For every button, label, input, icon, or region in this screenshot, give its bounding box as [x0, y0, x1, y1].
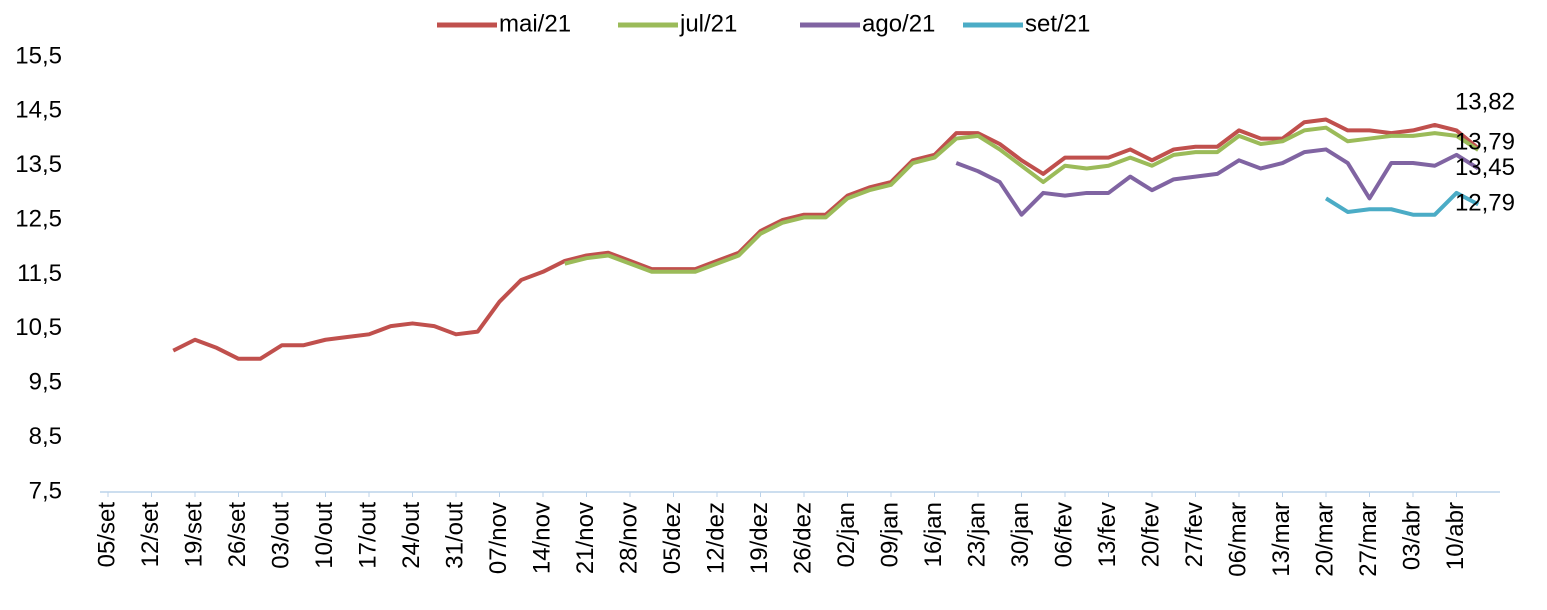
y-tick-label: 13,5 — [15, 151, 62, 178]
x-tick-label: 05/set — [93, 502, 120, 568]
x-tick-label: 27/fev — [1181, 502, 1208, 567]
series-line — [564, 125, 1480, 274]
legend-label: jul/21 — [679, 10, 737, 37]
series-line — [1324, 190, 1480, 217]
x-tick-label: 12/dez — [702, 502, 729, 574]
y-tick-label: 14,5 — [15, 97, 62, 124]
x-tick-label: 05/dez — [659, 502, 686, 574]
y-tick-label: 12,5 — [15, 205, 62, 232]
x-tick-label: 19/dez — [746, 502, 773, 574]
x-tick-label: 12/set — [137, 502, 164, 568]
x-tick-label: 30/jan — [1007, 502, 1034, 567]
y-tick-label: 11,5 — [17, 260, 62, 287]
x-tick-label: 13/mar — [1268, 502, 1295, 577]
x-tick-label: 17/out — [354, 502, 381, 569]
y-tick-label: 10,5 — [15, 314, 62, 341]
series-line — [172, 117, 1480, 361]
x-tick-label: 21/nov — [572, 502, 599, 574]
x-tick-label: 14/nov — [528, 502, 555, 574]
x-tick-label: 06/fev — [1050, 502, 1077, 567]
x-tick-label: 07/nov — [485, 502, 512, 574]
x-tick-label: 09/jan — [876, 502, 903, 567]
legend-label: mai/21 — [499, 10, 571, 37]
y-tick-label: 15,5 — [15, 42, 62, 69]
x-tick-label: 24/out — [398, 502, 425, 569]
x-tick-label: 02/jan — [833, 502, 860, 567]
legend-label: ago/21 — [862, 10, 935, 37]
x-tick-label: 06/mar — [1224, 502, 1251, 577]
data-label: 13,82 — [1455, 89, 1515, 116]
x-tick-label: 20/mar — [1311, 502, 1338, 577]
x-tick-label: 03/out — [267, 502, 294, 569]
series-line — [955, 147, 1480, 217]
y-tick-label: 9,5 — [29, 369, 62, 396]
x-tick-label: 28/nov — [615, 502, 642, 574]
x-tick-label: 03/abr — [1398, 502, 1425, 570]
x-tick-label: 10/abr — [1442, 502, 1469, 570]
x-tick-label: 27/mar — [1355, 502, 1382, 577]
y-tick-label: 7,5 — [29, 477, 62, 504]
data-label: 12,79 — [1455, 190, 1515, 217]
legend-label: set/21 — [1025, 10, 1090, 37]
x-tick-label: 10/out — [311, 502, 338, 569]
x-tick-label: 19/set — [180, 502, 207, 568]
x-tick-label: 16/jan — [920, 502, 947, 567]
x-tick-label: 23/jan — [963, 502, 990, 567]
data-label: 13,79 — [1455, 128, 1515, 155]
y-tick-label: 8,5 — [29, 423, 62, 450]
x-tick-label: 26/dez — [789, 502, 816, 574]
x-tick-label: 20/fev — [1137, 502, 1164, 567]
x-tick-label: 26/set — [224, 502, 251, 568]
x-tick-label: 13/fev — [1094, 502, 1121, 567]
data-label: 13,45 — [1455, 154, 1515, 181]
x-tick-label: 31/out — [441, 502, 468, 569]
